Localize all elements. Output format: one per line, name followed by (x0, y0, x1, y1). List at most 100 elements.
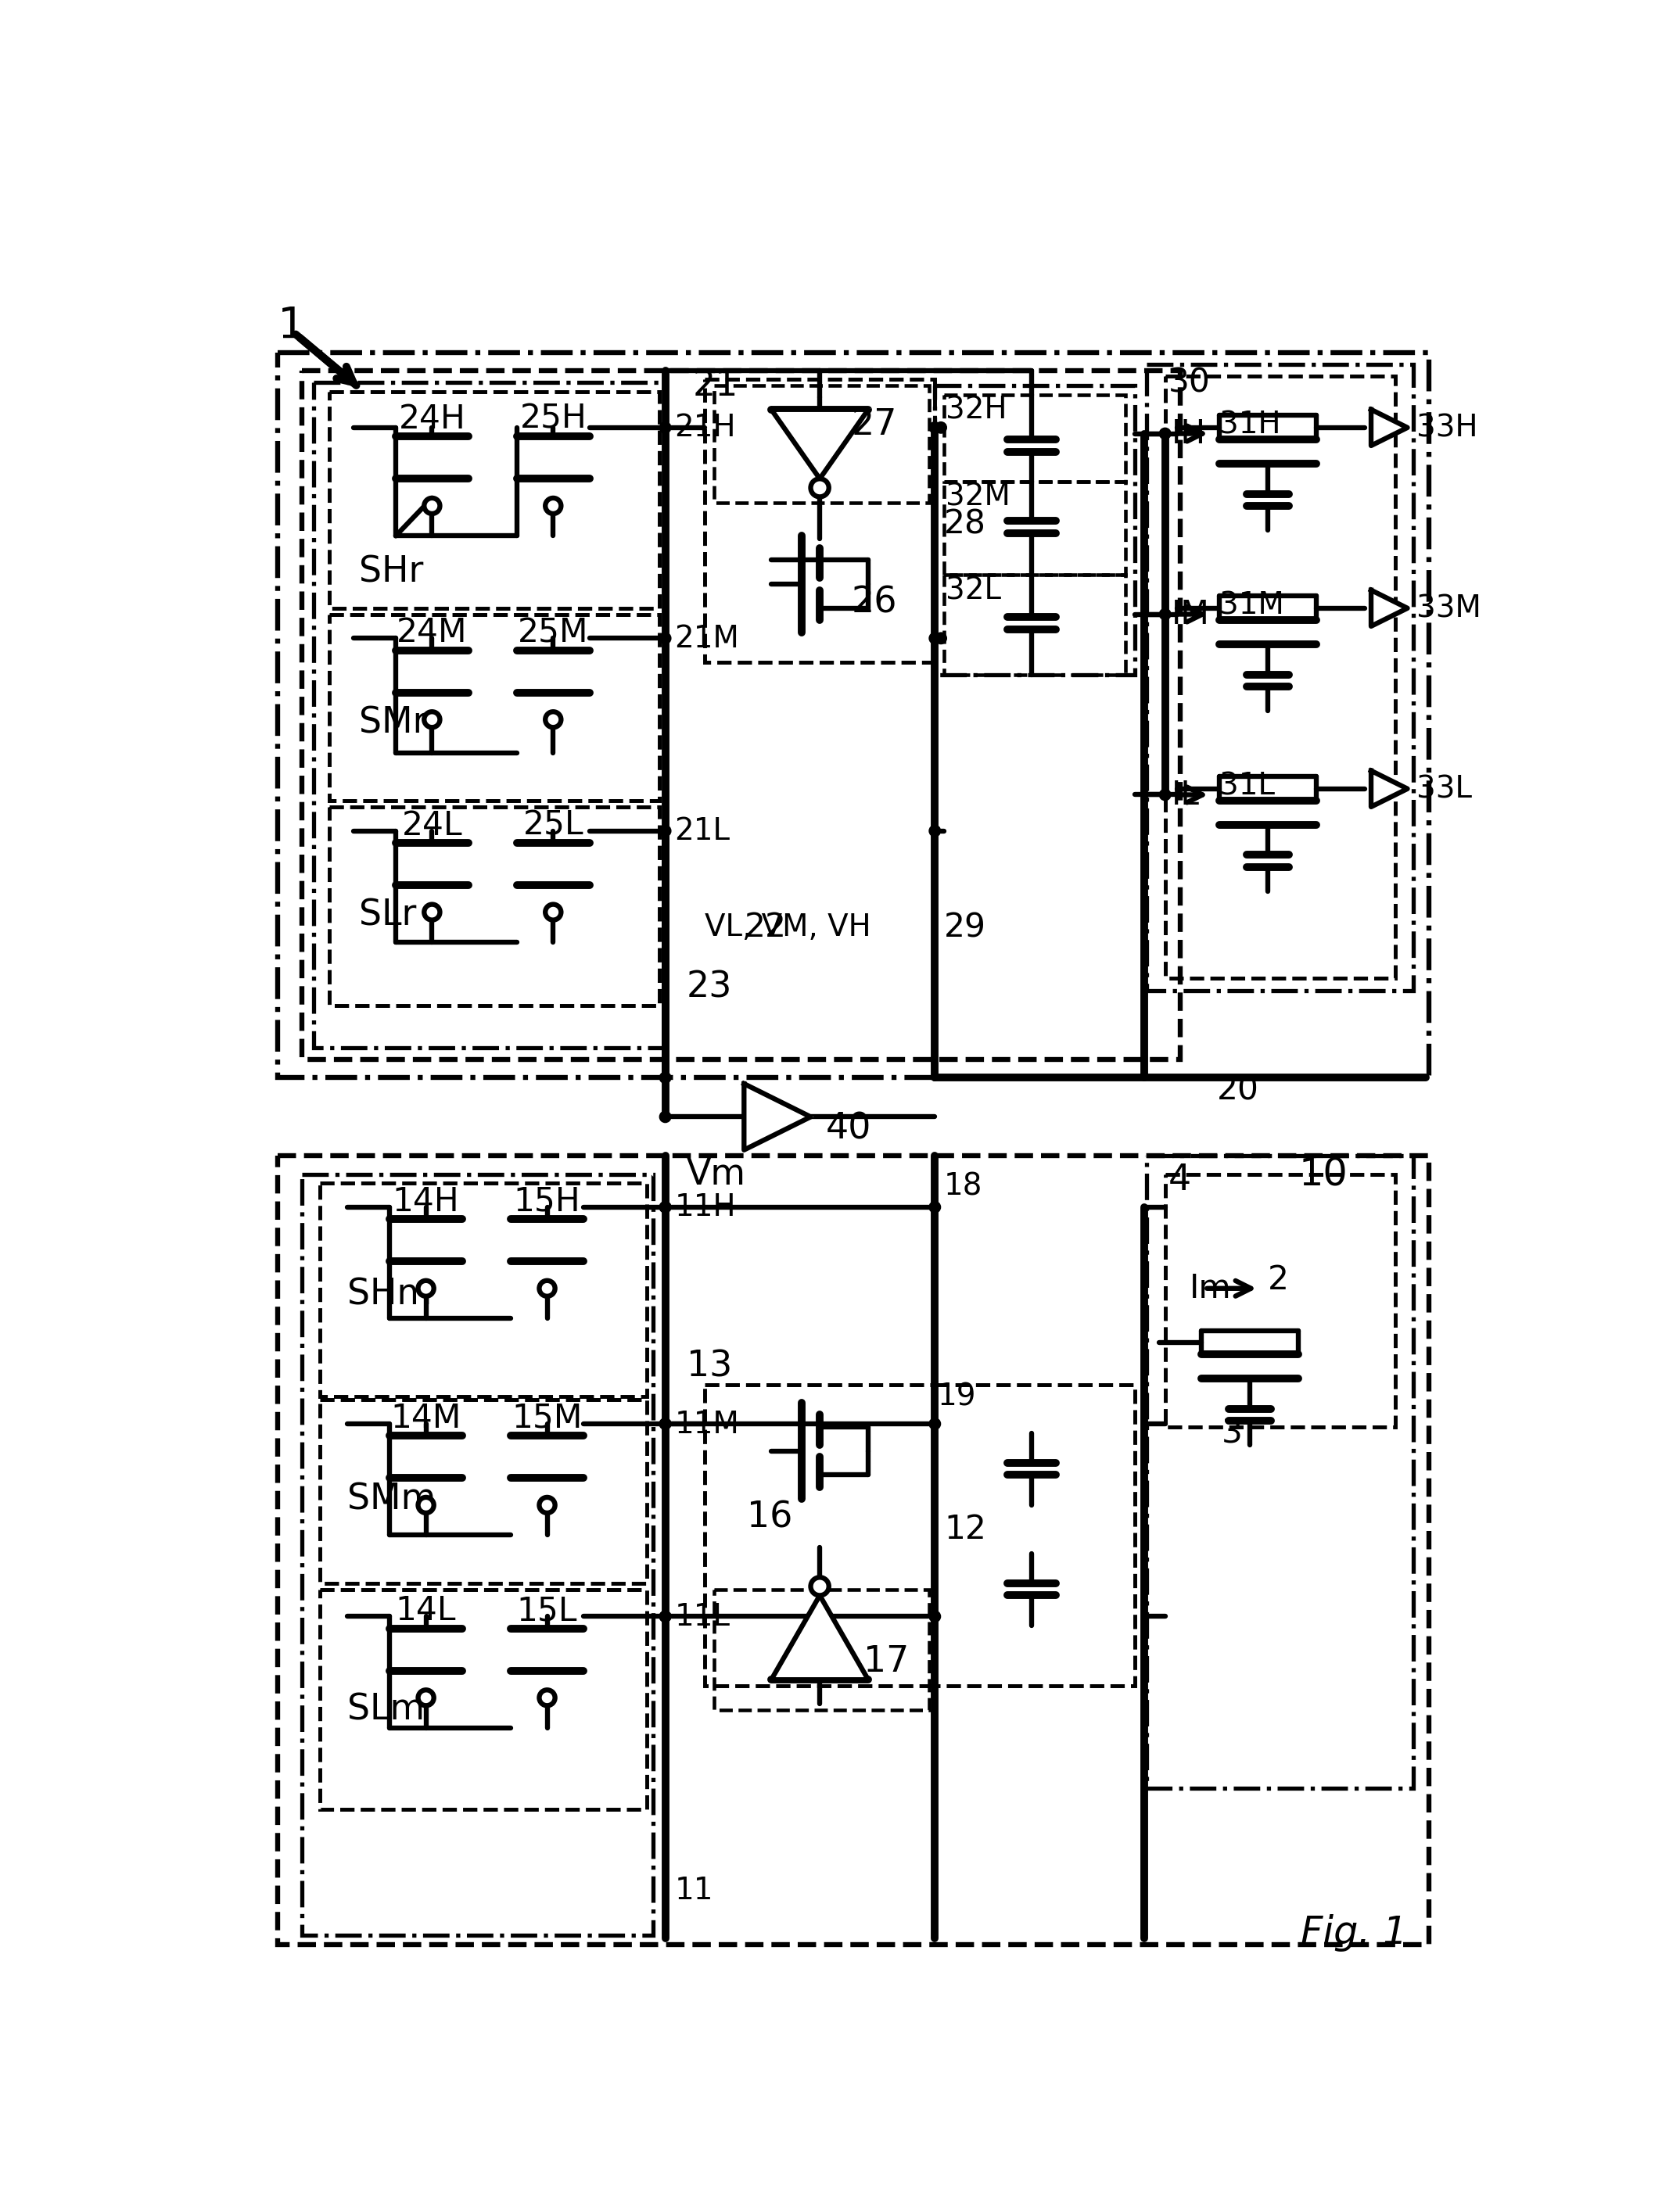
Text: 19: 19 (937, 1382, 976, 1411)
Circle shape (424, 905, 440, 920)
Bar (329, 392, 658, 608)
Text: SLm: SLm (347, 1692, 424, 1728)
Circle shape (660, 1613, 670, 1621)
Text: 11L: 11L (675, 1601, 730, 1632)
Bar (319, 1590, 647, 1809)
Text: 32H: 32H (946, 396, 1007, 425)
Circle shape (417, 1281, 434, 1296)
Polygon shape (743, 1084, 811, 1150)
Text: 33M: 33M (1416, 593, 1481, 624)
Bar (319, 1400, 647, 1584)
Text: 31M: 31M (1218, 591, 1283, 619)
Bar (944, 394, 1125, 482)
Circle shape (660, 1203, 670, 1212)
Circle shape (811, 1577, 828, 1595)
Text: 32M: 32M (946, 482, 1010, 511)
Text: 16: 16 (746, 1500, 793, 1535)
Circle shape (660, 1203, 670, 1212)
Polygon shape (1371, 772, 1406, 807)
Bar (329, 615, 658, 801)
Text: SMr: SMr (359, 706, 427, 741)
Text: SLr: SLr (359, 898, 417, 933)
Text: 14M: 14M (391, 1402, 460, 1433)
Bar (314, 383, 665, 1048)
Text: SHm: SHm (347, 1276, 432, 1312)
Bar (329, 807, 658, 1006)
Text: 15M: 15M (512, 1402, 582, 1433)
Text: 25H: 25H (520, 403, 587, 436)
Bar (319, 1183, 647, 1398)
Text: 1: 1 (278, 305, 306, 347)
Text: 21H: 21H (675, 414, 735, 442)
Circle shape (538, 1498, 555, 1513)
Text: 15H: 15H (514, 1186, 580, 1219)
Circle shape (929, 1420, 939, 1429)
Bar (1147, 365, 1413, 991)
Circle shape (538, 1690, 555, 1705)
Bar (278, 352, 1428, 1077)
Text: 4: 4 (1168, 1164, 1190, 1199)
Text: 21: 21 (691, 367, 738, 403)
Text: 24H: 24H (399, 403, 465, 436)
Text: 3: 3 (1220, 1416, 1242, 1449)
Text: Fig. 1: Fig. 1 (1300, 1913, 1406, 1951)
Text: IH: IH (1170, 418, 1205, 451)
Circle shape (936, 635, 946, 644)
Text: SMm: SMm (347, 1482, 435, 1517)
Circle shape (929, 827, 939, 836)
Text: 10: 10 (1298, 1155, 1346, 1192)
Circle shape (1160, 611, 1170, 619)
Bar (713, 1590, 929, 1710)
Polygon shape (1371, 591, 1406, 626)
Text: 11H: 11H (675, 1192, 735, 1223)
Bar (301, 372, 1180, 1060)
Bar (1147, 1157, 1413, 1787)
Text: 27: 27 (851, 407, 897, 442)
Text: 31L: 31L (1218, 772, 1275, 801)
Text: 14H: 14H (392, 1186, 459, 1219)
Bar (713, 385, 929, 502)
Text: 25M: 25M (517, 617, 588, 648)
Text: 13: 13 (686, 1349, 731, 1385)
Polygon shape (771, 409, 868, 480)
Text: 14L: 14L (396, 1595, 455, 1628)
Circle shape (660, 1613, 670, 1621)
Text: 23: 23 (686, 971, 731, 1004)
Text: 25L: 25L (522, 810, 583, 841)
Circle shape (936, 422, 946, 434)
Text: 12: 12 (944, 1513, 986, 1546)
Circle shape (660, 1420, 670, 1429)
Circle shape (545, 905, 560, 920)
Bar (934, 385, 1133, 675)
Text: SHr: SHr (359, 555, 424, 591)
Text: 24L: 24L (402, 810, 462, 841)
Text: Im: Im (1188, 1272, 1232, 1305)
Circle shape (660, 1113, 670, 1121)
Bar (278, 1157, 1428, 1944)
Bar (944, 482, 1125, 575)
Bar (1165, 1175, 1394, 1427)
Circle shape (545, 712, 560, 728)
Bar (301, 1175, 653, 1936)
Circle shape (417, 1498, 434, 1513)
Bar (934, 1385, 1133, 1686)
Circle shape (660, 1073, 670, 1082)
Text: VL, VM, VH: VL, VM, VH (705, 914, 871, 942)
Polygon shape (771, 1595, 868, 1679)
Text: 40: 40 (826, 1110, 871, 1146)
Polygon shape (1371, 409, 1406, 447)
Text: IL: IL (1170, 779, 1198, 812)
Bar (705, 380, 934, 664)
Circle shape (1160, 429, 1170, 438)
Circle shape (417, 1690, 434, 1705)
Text: 18: 18 (944, 1172, 982, 1201)
Text: 32L: 32L (946, 575, 1001, 606)
Circle shape (660, 422, 670, 434)
Text: 17: 17 (863, 1644, 909, 1679)
Circle shape (424, 712, 440, 728)
Text: 11M: 11M (675, 1409, 740, 1438)
Circle shape (929, 1613, 939, 1621)
Text: 28: 28 (944, 509, 986, 540)
Text: IM: IM (1170, 597, 1208, 630)
Text: 11: 11 (675, 1876, 713, 1905)
